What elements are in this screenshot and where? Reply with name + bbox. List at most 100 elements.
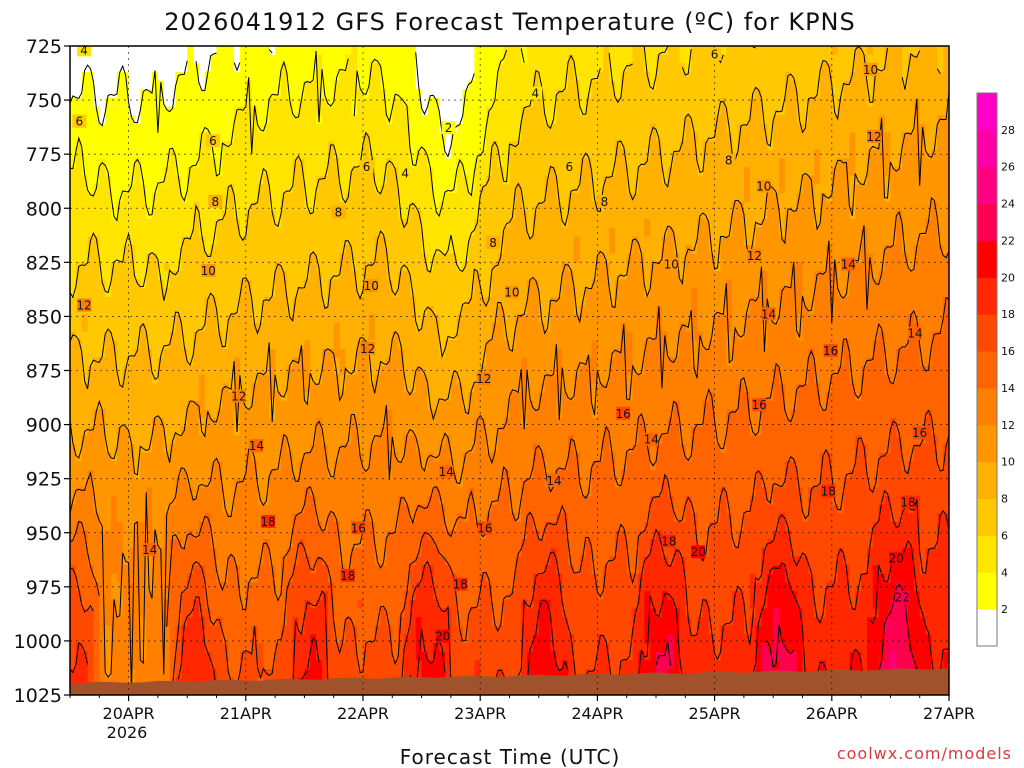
temperature-cell bbox=[409, 262, 417, 272]
temperature-cell bbox=[292, 115, 300, 125]
temperature-cell bbox=[327, 487, 335, 497]
temperature-cell bbox=[146, 331, 153, 341]
temperature-cell bbox=[298, 279, 305, 289]
temperature-cell bbox=[280, 634, 288, 644]
temperature-cell bbox=[70, 634, 77, 644]
temperature-cell bbox=[345, 591, 352, 601]
temperature-cell bbox=[93, 582, 100, 592]
temperature-cell bbox=[234, 660, 241, 670]
temperature-cell bbox=[298, 530, 305, 540]
temperature-cell bbox=[198, 418, 206, 428]
temperature-cell bbox=[257, 80, 264, 90]
temperature-cell bbox=[374, 599, 382, 610]
temperature-cell bbox=[128, 106, 136, 116]
temperature-cell bbox=[116, 495, 124, 506]
temperature-cell bbox=[216, 245, 223, 255]
temperature-cell bbox=[327, 409, 335, 419]
temperature-cell bbox=[169, 115, 177, 125]
temperature-cell bbox=[187, 565, 194, 575]
temperature-cell bbox=[216, 158, 223, 168]
temperature-cell bbox=[433, 374, 440, 385]
temperature-cell bbox=[204, 236, 212, 246]
temperature-cell bbox=[175, 444, 182, 454]
temperature-cell bbox=[269, 314, 276, 324]
temperature-cell bbox=[87, 219, 95, 229]
temperature-cell bbox=[363, 374, 370, 385]
temperature-cell bbox=[111, 374, 118, 385]
temperature-cell bbox=[351, 634, 358, 644]
temperature-cell bbox=[75, 495, 83, 506]
temperature-cell bbox=[427, 556, 434, 566]
temperature-cell bbox=[345, 660, 352, 670]
temperature-cell bbox=[81, 513, 89, 523]
temperature-cell bbox=[392, 63, 399, 73]
temperature-cell bbox=[298, 444, 305, 454]
temperature-cell bbox=[234, 322, 241, 333]
temperature-cell bbox=[427, 470, 434, 480]
temperature-cell bbox=[70, 366, 77, 376]
temperature-cell bbox=[228, 643, 235, 653]
temperature-cell bbox=[368, 123, 376, 134]
temperature-cell bbox=[374, 539, 382, 549]
temperature-cell bbox=[75, 97, 83, 108]
temperature-cell bbox=[269, 599, 276, 610]
temperature-cell bbox=[298, 314, 305, 324]
temperature-cell bbox=[292, 314, 300, 324]
temperature-cell bbox=[292, 634, 300, 644]
temperature-cell bbox=[210, 504, 218, 514]
temperature-cell bbox=[128, 184, 136, 194]
temperature-cell bbox=[374, 201, 382, 212]
temperature-cell bbox=[286, 504, 294, 514]
temperature-cell bbox=[99, 322, 106, 333]
temperature-cell bbox=[99, 115, 106, 125]
temperature-cell bbox=[398, 625, 405, 636]
temperature-cell bbox=[333, 383, 341, 393]
temperature-cell bbox=[427, 504, 434, 514]
temperature-cell bbox=[140, 123, 147, 134]
temperature-cell bbox=[239, 123, 247, 134]
temperature-cell bbox=[409, 444, 417, 454]
temperature-cell bbox=[163, 270, 171, 281]
temperature-cell bbox=[409, 219, 417, 229]
temperature-cell bbox=[398, 340, 405, 350]
temperature-cell bbox=[433, 608, 440, 618]
temperature-cell bbox=[140, 530, 147, 540]
temperature-cell bbox=[210, 426, 218, 436]
temperature-cell bbox=[427, 487, 434, 497]
temperature-cell bbox=[310, 106, 317, 116]
temperature-cell bbox=[433, 236, 440, 246]
temperature-cell bbox=[327, 556, 335, 566]
temperature-cell bbox=[304, 591, 311, 601]
temperature-cell bbox=[87, 599, 95, 610]
temperature-cell bbox=[245, 227, 253, 237]
temperature-cell bbox=[257, 236, 264, 246]
temperature-cell bbox=[81, 201, 89, 212]
temperature-cell bbox=[380, 97, 388, 108]
temperature-cell bbox=[439, 348, 446, 359]
temperature-cell bbox=[292, 219, 300, 229]
temperature-cell bbox=[415, 340, 423, 350]
temperature-cell bbox=[204, 219, 212, 229]
temperature-cell bbox=[251, 245, 259, 255]
temperature-cell bbox=[333, 444, 341, 454]
temperature-cell bbox=[146, 565, 153, 575]
temperature-cell bbox=[239, 149, 247, 160]
temperature-cell bbox=[210, 210, 218, 220]
temperature-cell bbox=[87, 573, 95, 584]
temperature-cell bbox=[239, 452, 247, 462]
temperature-cell bbox=[134, 236, 141, 246]
temperature-cell bbox=[111, 123, 118, 134]
temperature-cell bbox=[439, 392, 446, 402]
temperature-cell bbox=[81, 461, 89, 471]
temperature-cell bbox=[216, 374, 223, 385]
temperature-cell bbox=[216, 444, 223, 454]
temperature-cell bbox=[298, 617, 305, 627]
temperature-cell bbox=[392, 643, 399, 653]
temperature-cell bbox=[140, 374, 147, 385]
temperature-cell bbox=[163, 409, 171, 419]
temperature-cell bbox=[310, 409, 317, 419]
temperature-cell bbox=[415, 219, 423, 229]
temperature-cell bbox=[357, 270, 364, 281]
temperature-cell bbox=[292, 158, 300, 168]
temperature-cell bbox=[427, 210, 434, 220]
